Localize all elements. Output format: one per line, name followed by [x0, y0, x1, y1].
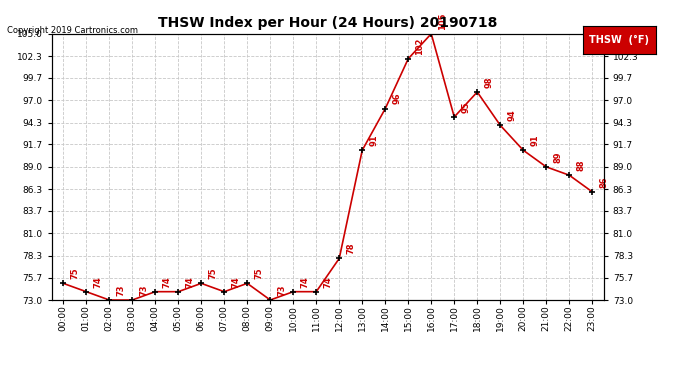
Text: 74: 74 [323, 276, 332, 288]
Text: 96: 96 [392, 93, 401, 105]
Text: 73: 73 [277, 284, 286, 296]
Text: 74: 74 [300, 276, 309, 288]
Text: 75: 75 [254, 268, 263, 279]
Text: 78: 78 [346, 243, 355, 254]
Text: 102: 102 [415, 37, 424, 54]
Text: THSW  (°F): THSW (°F) [589, 35, 649, 45]
Text: 74: 74 [93, 276, 102, 288]
Text: 98: 98 [484, 76, 493, 88]
Text: 89: 89 [553, 151, 562, 163]
Text: Copyright 2019 Cartronics.com: Copyright 2019 Cartronics.com [7, 26, 138, 35]
Text: 74: 74 [185, 276, 194, 288]
Text: 88: 88 [576, 159, 585, 171]
Text: 74: 74 [162, 276, 171, 288]
Text: 105: 105 [438, 12, 447, 30]
Text: 95: 95 [461, 101, 470, 113]
Title: THSW Index per Hour (24 Hours) 20190718: THSW Index per Hour (24 Hours) 20190718 [158, 16, 497, 30]
Text: 75: 75 [70, 268, 79, 279]
Text: 73: 73 [116, 284, 125, 296]
Text: 91: 91 [369, 135, 378, 146]
Text: 74: 74 [231, 276, 240, 288]
Text: 73: 73 [139, 284, 148, 296]
Text: 86: 86 [599, 176, 608, 188]
Text: 94: 94 [507, 110, 516, 121]
Text: 91: 91 [530, 135, 539, 146]
Text: 75: 75 [208, 268, 217, 279]
